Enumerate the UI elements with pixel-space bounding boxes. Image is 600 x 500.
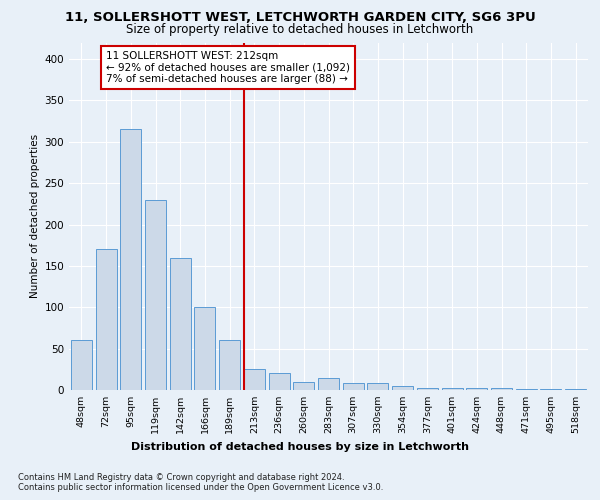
Text: Contains public sector information licensed under the Open Government Licence v3: Contains public sector information licen… (18, 484, 383, 492)
Text: Distribution of detached houses by size in Letchworth: Distribution of detached houses by size … (131, 442, 469, 452)
Bar (541, 389, 562, 390)
Bar (170, 258, 191, 390)
Bar (442, 388, 463, 390)
Bar (466, 388, 487, 390)
Bar (71, 340, 92, 390)
Y-axis label: Number of detached properties: Number of detached properties (30, 134, 40, 298)
Bar (269, 374, 290, 390)
Bar (565, 389, 586, 390)
Bar (343, 384, 364, 390)
Bar (219, 340, 240, 390)
Bar (95, 250, 116, 390)
Bar (194, 308, 215, 390)
Bar (120, 130, 141, 390)
Text: 11 SOLLERSHOTT WEST: 212sqm
← 92% of detached houses are smaller (1,092)
7% of s: 11 SOLLERSHOTT WEST: 212sqm ← 92% of det… (106, 51, 350, 84)
Bar (293, 382, 314, 390)
Bar (417, 388, 438, 390)
Bar (367, 384, 388, 390)
Text: Size of property relative to detached houses in Letchworth: Size of property relative to detached ho… (127, 22, 473, 36)
Text: 11, SOLLERSHOTT WEST, LETCHWORTH GARDEN CITY, SG6 3PU: 11, SOLLERSHOTT WEST, LETCHWORTH GARDEN … (65, 11, 535, 24)
Bar (318, 378, 339, 390)
Bar (145, 200, 166, 390)
Bar (392, 386, 413, 390)
Text: Contains HM Land Registry data © Crown copyright and database right 2024.: Contains HM Land Registry data © Crown c… (18, 472, 344, 482)
Bar (244, 370, 265, 390)
Bar (516, 389, 537, 390)
Bar (491, 388, 512, 390)
